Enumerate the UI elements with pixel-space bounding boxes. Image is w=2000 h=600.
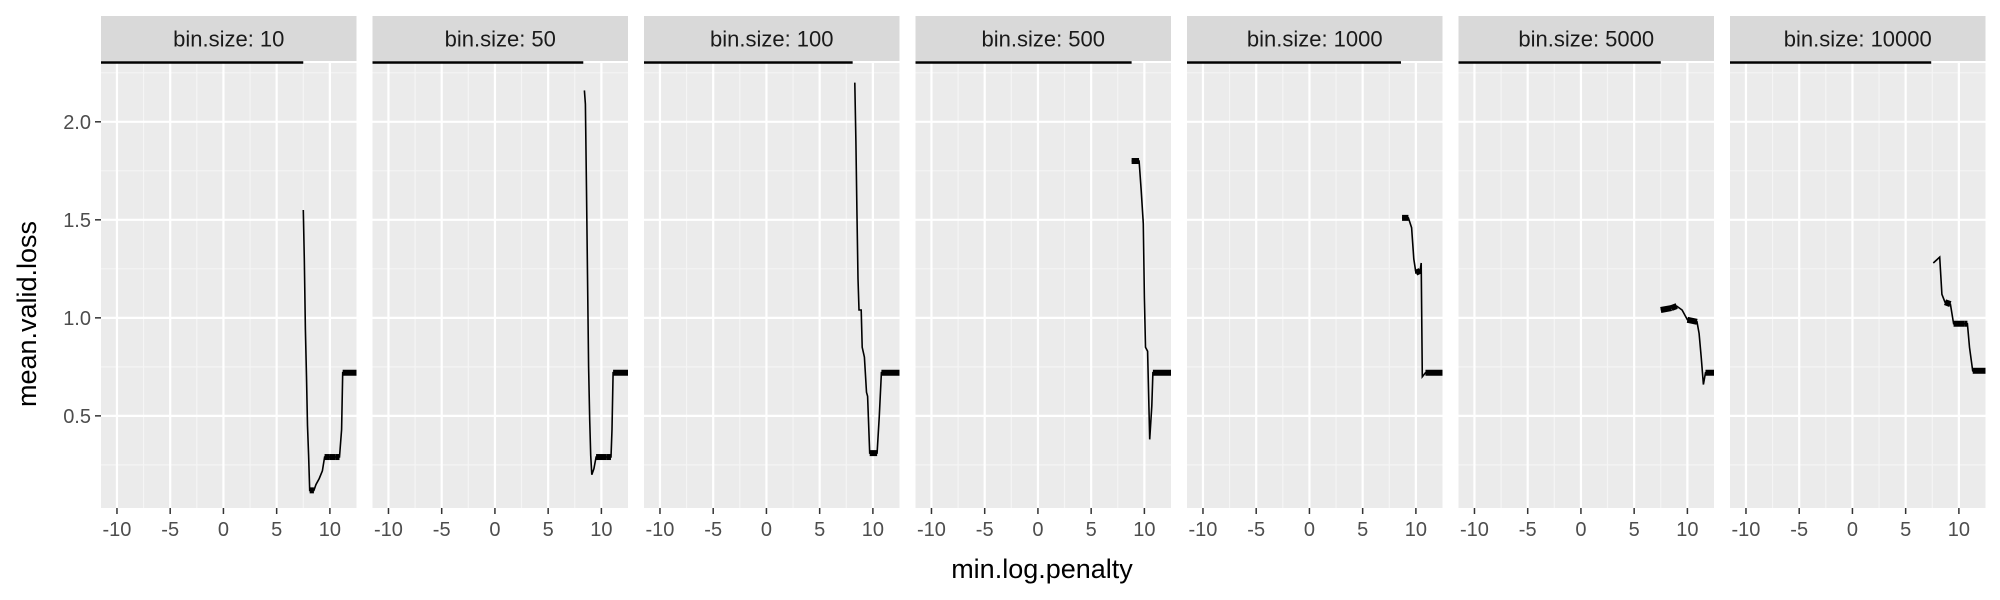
x-tick-label: -5 xyxy=(433,519,451,541)
facet-strip xyxy=(372,16,628,61)
x-tick-label: 5 xyxy=(814,519,825,541)
x-tick-label: -10 xyxy=(917,519,946,541)
series-plateau xyxy=(1670,303,1678,311)
x-tick-label: 5 xyxy=(1629,519,1640,541)
y-axis-title: mean.valid.loss xyxy=(12,221,42,407)
facet-strip xyxy=(1730,16,1986,61)
y-tick-label: 2.0 xyxy=(63,112,91,134)
y-tick-label: 0.5 xyxy=(63,406,91,428)
x-tick-label: -10 xyxy=(1460,519,1489,541)
facet-strip-label: bin.size: 500 xyxy=(981,27,1105,52)
x-tick-label: 5 xyxy=(1900,519,1911,541)
panel-background xyxy=(1458,63,1714,508)
x-tick-label: 0 xyxy=(1575,519,1586,541)
series-plateau xyxy=(1414,268,1422,276)
y-tick-label: 1.5 xyxy=(63,210,91,232)
series-line xyxy=(1131,160,1171,440)
x-tick-label: 0 xyxy=(1032,519,1043,541)
x-tick-label: 5 xyxy=(1357,519,1368,541)
x-tick-label: 10 xyxy=(1405,519,1427,541)
x-tick-label: 5 xyxy=(1086,519,1097,541)
facet-panel-10: bin.size: 10 -10 -5 0 5 10 xyxy=(101,16,357,541)
facet-panel-5000: bin.size: 5000 -10 -5 0 5 10 xyxy=(1458,16,1714,541)
x-tick-label: 10 xyxy=(1133,519,1155,541)
facet-strip-label: bin.size: 50 xyxy=(445,27,556,52)
x-tick-label: 10 xyxy=(862,519,884,541)
facet-strip-label: bin.size: 1000 xyxy=(1247,27,1383,52)
x-tick-label: 5 xyxy=(543,519,554,541)
series-plateau xyxy=(1660,305,1672,313)
x-tick-label: 10 xyxy=(319,519,341,541)
series-plateau xyxy=(1944,299,1952,307)
facet-strip-label: bin.size: 10000 xyxy=(1784,27,1932,52)
x-tick-label: 0 xyxy=(761,519,772,541)
x-axis-title: min.log.penalty xyxy=(951,554,1133,584)
y-tick-label: 1.0 xyxy=(63,308,91,330)
x-tick-label: -5 xyxy=(1519,519,1537,541)
facet-strip xyxy=(1458,16,1714,61)
x-tick-label: 10 xyxy=(1948,519,1970,541)
facet-strip xyxy=(644,16,900,61)
facet-panel-1000: bin.size: 1000 -10 -5 0 5 10 xyxy=(1187,16,1443,541)
x-tick-label: -10 xyxy=(103,519,132,541)
x-tick-label: -5 xyxy=(161,519,179,541)
x-tick-label: -5 xyxy=(1790,519,1808,541)
facet-strip xyxy=(101,16,357,61)
panel-background xyxy=(1187,63,1443,508)
panel-background xyxy=(101,63,357,508)
panel-background xyxy=(915,63,1171,508)
panel-background xyxy=(1730,63,1986,508)
x-tick-label: 10 xyxy=(1676,519,1698,541)
facet-strip-label: bin.size: 5000 xyxy=(1518,27,1654,52)
x-tick-label: 10 xyxy=(590,519,612,541)
x-tick-label: 0 xyxy=(489,519,500,541)
series-plateau xyxy=(1686,316,1698,325)
x-tick-label: -10 xyxy=(1189,519,1218,541)
y-axis: 0.5 1.0 1.5 2.0 xyxy=(63,112,101,428)
facet-panel-50: bin.size: 50 -10 -5 0 5 10 xyxy=(372,16,628,541)
series-line xyxy=(583,90,628,475)
facet-panels: bin.size: 10 -10 -5 0 5 10 bin.size: 50 -10 -5 0 5… xyxy=(101,16,1986,541)
x-tick-label: -10 xyxy=(1732,519,1761,541)
series-line xyxy=(302,209,357,492)
x-tick-label: 0 xyxy=(1847,519,1858,541)
facet-strip-label: bin.size: 100 xyxy=(710,27,834,52)
facet-strip xyxy=(1187,16,1443,61)
x-tick-label: -10 xyxy=(374,519,403,541)
x-tick-label: -5 xyxy=(976,519,994,541)
facet-strip-label: bin.size: 10 xyxy=(173,27,284,52)
facet-panel-10000: bin.size: 10000 -10 -5 0 5 10 xyxy=(1730,16,1986,541)
facet-panel-100: bin.size: 100 -10 -5 0 5 10 xyxy=(644,16,900,541)
x-tick-label: -5 xyxy=(704,519,722,541)
x-tick-label: 0 xyxy=(1304,519,1315,541)
panel-background xyxy=(644,63,900,508)
x-tick-label: -10 xyxy=(646,519,675,541)
facet-panel-500: bin.size: 500 -10 -5 0 5 10 xyxy=(915,16,1171,541)
series-line xyxy=(854,82,900,454)
x-tick-label: 0 xyxy=(218,519,229,541)
x-tick-label: -5 xyxy=(1247,519,1265,541)
x-tick-label: 5 xyxy=(271,519,282,541)
facet-strip xyxy=(915,16,1171,61)
